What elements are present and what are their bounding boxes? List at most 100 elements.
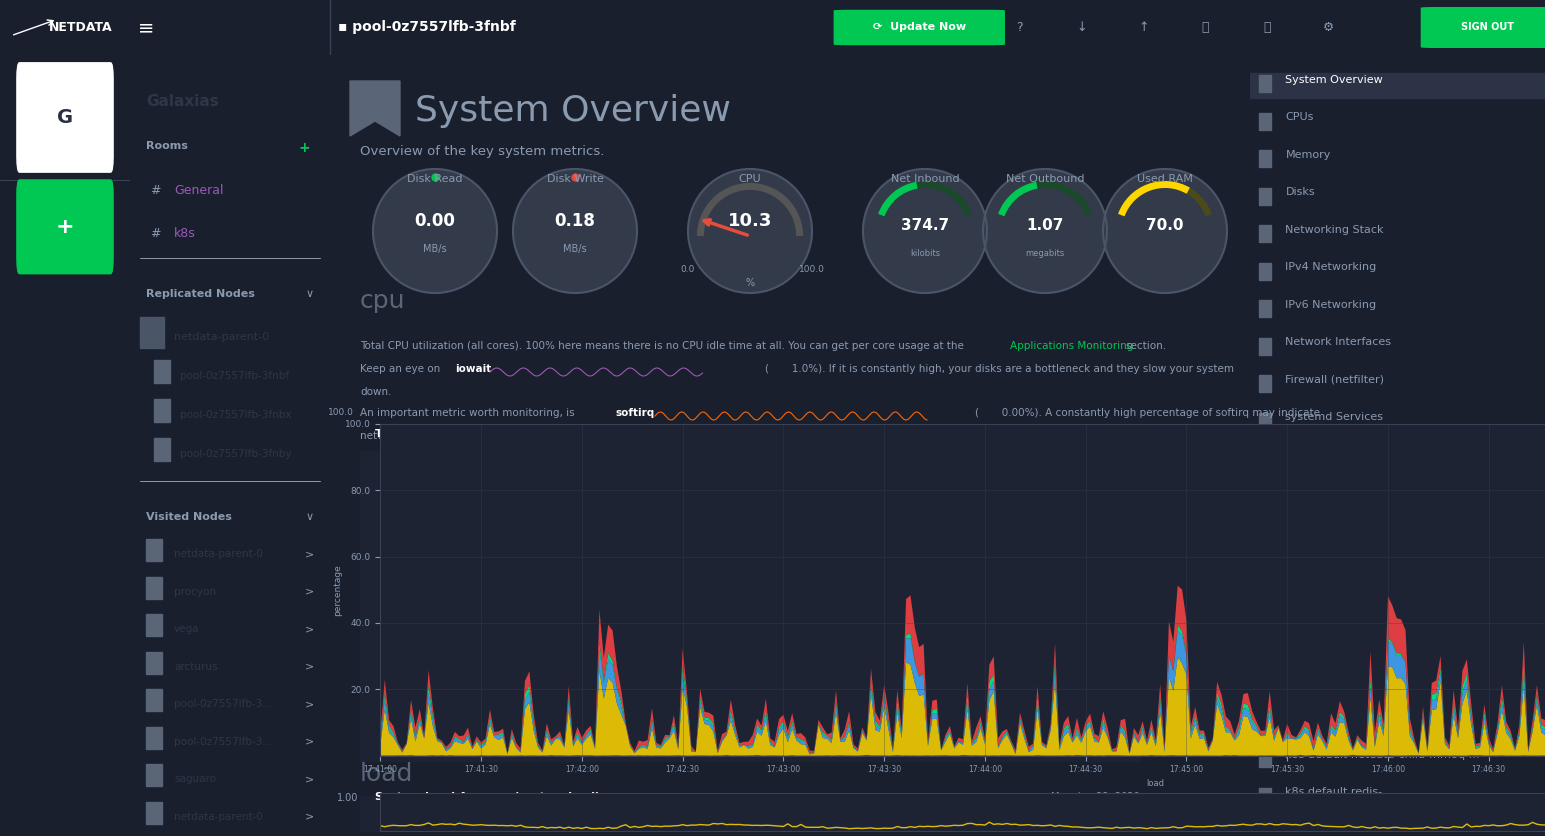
Bar: [145, 614, 162, 636]
Text: >: >: [304, 624, 314, 635]
Text: %: %: [745, 278, 754, 288]
Text: >: >: [304, 737, 314, 747]
Bar: [1250, 73, 1545, 98]
Bar: [360, 451, 1140, 761]
Bar: [1259, 300, 1270, 318]
Circle shape: [688, 169, 813, 293]
Text: down.: down.: [360, 387, 391, 397]
FancyBboxPatch shape: [1421, 8, 1545, 48]
Text: systemd Services: systemd Services: [1285, 412, 1383, 422]
Text: vega: vega: [175, 624, 199, 635]
Text: ⚙: ⚙: [1323, 21, 1335, 34]
Bar: [145, 652, 162, 674]
Text: ∨: ∨: [306, 289, 314, 299]
Y-axis label: percentage: percentage: [334, 564, 341, 615]
Bar: [154, 359, 170, 383]
Circle shape: [864, 169, 987, 293]
Text: saguaro: saguaro: [175, 774, 216, 784]
Bar: [145, 764, 162, 786]
Bar: [145, 689, 162, 711]
Text: Mon. Jun 22, 2020: Mon. Jun 22, 2020: [1051, 792, 1140, 802]
Text: ∨: ∨: [306, 512, 314, 522]
Text: System Overview: System Overview: [416, 94, 731, 128]
Text: 10.3: 10.3: [728, 212, 772, 230]
Bar: [1259, 788, 1270, 805]
Text: Replicated Nodes: Replicated Nodes: [145, 289, 255, 299]
Bar: [145, 577, 162, 599]
Bar: [1259, 375, 1270, 392]
Text: 0.0: 0.0: [681, 264, 695, 273]
Text: ⟳  Update Now: ⟳ Update Now: [873, 23, 966, 33]
Text: #: #: [150, 227, 161, 240]
Text: IPv4 Networking: IPv4 Networking: [1285, 263, 1377, 273]
Text: Networking Stack: Networking Stack: [1285, 225, 1384, 235]
Text: >: >: [304, 549, 314, 559]
FancyBboxPatch shape: [17, 180, 113, 273]
Bar: [360, 796, 1140, 831]
Text: 0.18: 0.18: [555, 212, 595, 230]
Text: 70.0: 70.0: [1146, 218, 1183, 233]
FancyBboxPatch shape: [834, 11, 1004, 44]
Text: Applications: Applications: [1285, 450, 1353, 460]
Text: ⎙: ⎙: [1202, 21, 1208, 34]
Text: Users: Users: [1285, 525, 1316, 535]
Text: softirq: softirq: [615, 408, 654, 418]
Bar: [1259, 188, 1270, 205]
Circle shape: [1103, 169, 1227, 293]
Bar: [1259, 487, 1270, 505]
Text: NETDATA: NETDATA: [48, 21, 113, 34]
Bar: [0, 0, 130, 55]
Text: k8s default netdata-child-mm8q ...: k8s default netdata-child-mm8q ...: [1285, 750, 1480, 760]
Bar: [1259, 563, 1270, 580]
Text: megabits: megabits: [1026, 248, 1065, 257]
Circle shape: [983, 169, 1108, 293]
Text: Net Inbound: Net Inbound: [890, 174, 959, 184]
Text: >: >: [304, 812, 314, 822]
Bar: [1259, 263, 1270, 280]
Bar: [1259, 525, 1270, 543]
Text: arcturus: arcturus: [175, 662, 218, 672]
Text: ↑: ↑: [1139, 21, 1148, 34]
Bar: [1259, 225, 1270, 242]
Text: k8s: k8s: [175, 227, 196, 240]
Text: ≡: ≡: [138, 18, 154, 37]
Text: pool-0z7557lfb-3...: pool-0z7557lfb-3...: [175, 737, 272, 747]
Text: SIGN OUT: SIGN OUT: [1462, 23, 1514, 33]
Text: Rooms: Rooms: [145, 141, 188, 151]
Text: 0.00: 0.00: [414, 212, 456, 230]
Text: 1.07: 1.07: [1026, 218, 1063, 233]
Text: (       0.00%). A constantly high percentage of softirq may indicate: ( 0.00%). A constantly high percentage o…: [975, 408, 1319, 418]
Bar: [1259, 675, 1270, 692]
Text: #: #: [150, 184, 161, 196]
Polygon shape: [351, 81, 400, 136]
Text: section.: section.: [1125, 341, 1166, 351]
Bar: [1259, 712, 1270, 730]
Text: An important metric worth monitoring, is: An important metric worth monitoring, is: [360, 408, 575, 418]
Text: Net Outbound: Net Outbound: [1006, 174, 1085, 184]
Text: >: >: [304, 700, 314, 709]
Bar: [1259, 113, 1270, 130]
Text: pool-0z7557lfb-3...: pool-0z7557lfb-3...: [175, 700, 272, 709]
Bar: [145, 726, 162, 748]
Text: ?: ?: [1017, 21, 1023, 34]
Text: (       1.0%). If it is constantly high, your disks are a bottleneck and they sl: ( 1.0%). If it is constantly high, your …: [765, 364, 1234, 374]
Bar: [1259, 451, 1270, 467]
Text: k8s kubelet: k8s kubelet: [1285, 563, 1350, 573]
Text: >: >: [304, 774, 314, 784]
Text: network driver issues.: network driver issues.: [360, 431, 476, 441]
Circle shape: [513, 169, 637, 293]
Text: cpu: cpu: [360, 289, 405, 313]
Text: System Overview: System Overview: [1285, 75, 1383, 85]
Text: Network Interfaces: Network Interfaces: [1285, 338, 1392, 348]
Text: pool-0z7557lfb-3fnby: pool-0z7557lfb-3fnby: [181, 450, 292, 460]
Text: Disks: Disks: [1285, 187, 1315, 197]
Text: Disk Write: Disk Write: [547, 174, 604, 184]
Bar: [154, 399, 170, 422]
Text: netdata-parent-0: netdata-parent-0: [175, 549, 263, 559]
Text: Keep an eye on: Keep an eye on: [360, 364, 440, 374]
Text: netdata-parent-0: netdata-parent-0: [175, 812, 263, 822]
Text: Total CPU utilization (system.cpu): Total CPU utilization (system.cpu): [375, 429, 587, 439]
Circle shape: [372, 169, 497, 293]
Text: Galaxias: Galaxias: [145, 94, 219, 109]
Text: ↓: ↓: [1077, 21, 1086, 34]
